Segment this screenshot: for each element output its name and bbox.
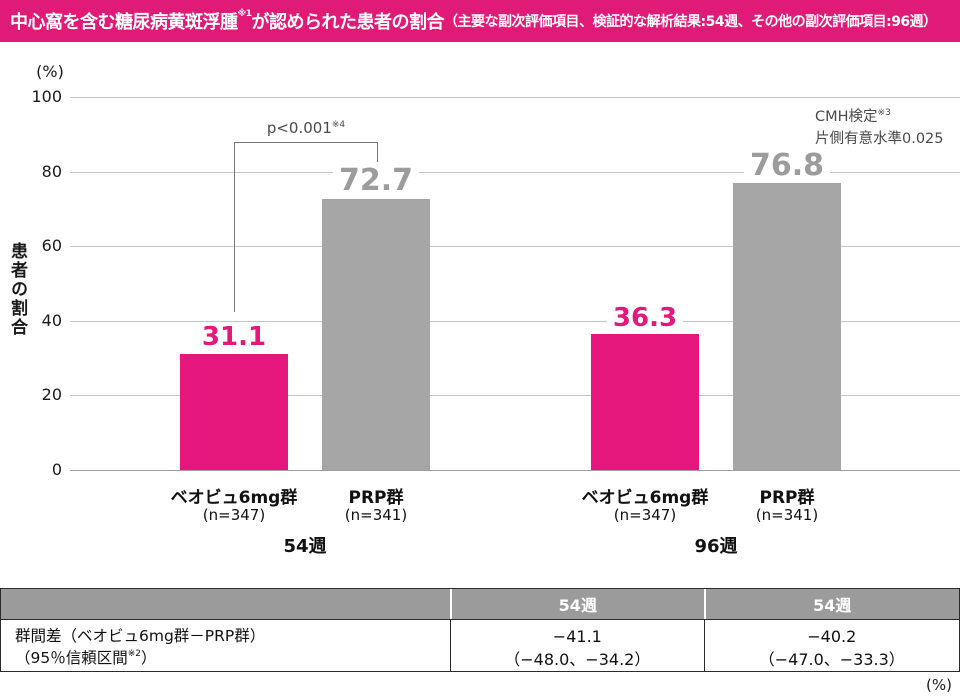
bar-label-beovu-54w: ベオビュ6mg群 — [170, 488, 298, 508]
y-tick-0: 0 — [51, 459, 62, 479]
group-label-54w: 54週 — [283, 536, 327, 557]
table-header-empty — [1, 589, 451, 619]
table-header-row: 54週 54週 — [1, 589, 959, 619]
test-method-line2: 片側有意水準0.025 — [815, 131, 944, 148]
row-label-line1: 群間差（ベオビュ6mg群－PRP群） — [15, 627, 266, 645]
gridline-20 — [70, 395, 960, 396]
test-method-line1: CMH検定※3 — [815, 108, 891, 125]
diff-value-54w: −41.1 — [552, 627, 602, 646]
significance-bracket-left-leg — [234, 142, 235, 312]
bar-n-prp-54w: (n=341) — [344, 506, 408, 524]
difference-table: 54週 54週 群間差（ベオビュ6mg群－PRP群） （95％信頼区間※2） −… — [0, 588, 960, 672]
y-tick-40: 40 — [41, 310, 62, 330]
y-tick-20: 20 — [41, 385, 62, 404]
y-tick-80: 80 — [41, 161, 62, 181]
y-axis-unit: (%) — [36, 62, 64, 81]
bar-chart: (%) 100 80 60 40 20 0 患者の割合 31.1 72.7 36… — [0, 42, 960, 588]
footnote-marker-4: ※4 — [331, 120, 346, 130]
footnote-marker-2: ※2 — [127, 649, 142, 660]
table-body-row: 群間差（ベオビュ6mg群－PRP群） （95％信頼区間※2） −41.1 （−4… — [1, 619, 959, 671]
table-cell-diff-96w: −40.2 （−47.0、−33.3） — [703, 620, 959, 671]
test-method-note: CMH検定※3 片側有意水準0.025 — [815, 106, 944, 151]
gridline-100 — [70, 97, 960, 98]
page-title-note: （主要な副次評価項目、検証的な解析結果:54週、その他の副次評価項目:96週） — [444, 14, 937, 30]
bar-value-beovu-54w: 31.1 — [195, 324, 273, 352]
row-label-line2: （95％信頼区間※2） — [15, 649, 157, 668]
ci-value-54w: （−48.0、−34.2） — [504, 650, 651, 670]
x-axis-baseline — [70, 469, 960, 471]
bar-n-beovu-96w: (n=347) — [613, 506, 677, 524]
table-header-54w-2: 54週 — [703, 589, 959, 619]
diff-value-96w: −40.2 — [807, 627, 857, 646]
significance-bracket-right-leg — [377, 142, 378, 162]
bar-value-prp-96w: 76.8 — [743, 150, 831, 182]
footnote-marker-1: ※1 — [237, 9, 253, 19]
footnote-marker-3: ※3 — [877, 108, 891, 118]
table-header-54w: 54週 — [450, 589, 704, 619]
bar-label-prp-54w: PRP群 — [348, 488, 404, 508]
ci-value-96w: （−47.0、−33.3） — [758, 650, 905, 670]
bar-beovu-54w — [180, 353, 288, 470]
bar-n-beovu-54w: (n=347) — [202, 506, 266, 524]
y-tick-100: 100 — [31, 87, 62, 106]
p-value-label: p<0.001※4 — [266, 119, 346, 137]
bar-n-prp-96w: (n=341) — [755, 506, 819, 524]
bar-label-beovu-96w: ベオビュ6mg群 — [581, 488, 709, 508]
bar-value-beovu-96w: 36.3 — [606, 304, 684, 333]
y-tick-60: 60 — [41, 236, 62, 255]
table-unit-note: (%) — [926, 676, 952, 694]
bar-prp-54w — [322, 198, 430, 470]
gridline-80 — [70, 171, 960, 173]
gridline-60 — [70, 246, 960, 247]
table-cell-diff-54w: −41.1 （−48.0、−34.2） — [450, 620, 703, 671]
bar-prp-96w — [733, 183, 841, 470]
bar-value-prp-54w: 72.7 — [332, 165, 420, 197]
bar-label-prp-96w: PRP群 — [759, 488, 815, 508]
bar-beovu-96w — [591, 334, 699, 470]
group-label-96w: 96週 — [694, 536, 738, 557]
significance-bracket — [234, 142, 377, 143]
table-row-label: 群間差（ベオビュ6mg群－PRP群） （95％信頼区間※2） — [1, 620, 450, 671]
y-axis-label: 患者の割合 — [7, 242, 27, 337]
chart-title-bar: 中心窩を含む糖尿病黄斑浮腫※1が認められた患者の割合 （主要な副次評価項目、検証的… — [0, 0, 960, 42]
page-title: 中心窩を含む糖尿病黄斑浮腫※1が認められた患者の割合 — [10, 9, 445, 33]
gridline-40 — [70, 320, 960, 322]
